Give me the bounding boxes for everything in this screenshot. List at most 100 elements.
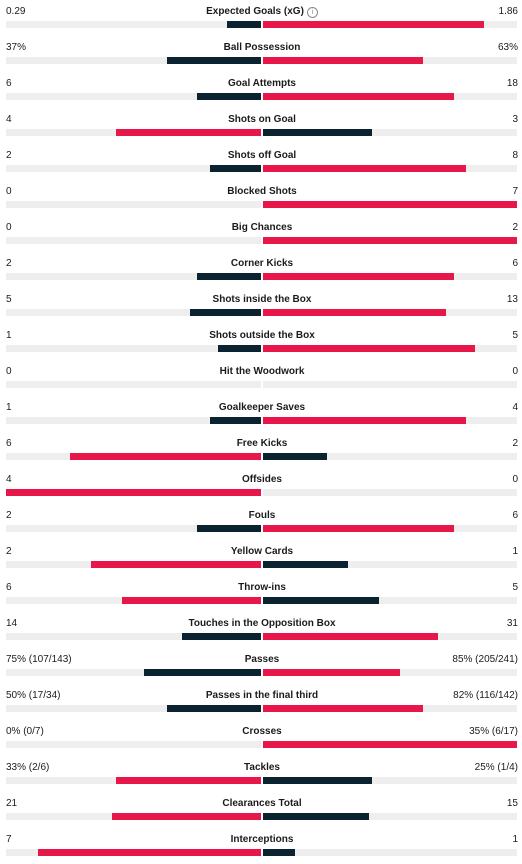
away-bar-fill xyxy=(263,561,348,568)
away-bar-fill xyxy=(263,237,517,244)
away-value: 1.86 xyxy=(498,6,518,17)
home-value: 0 xyxy=(6,366,12,377)
away-value: 6 xyxy=(512,258,518,269)
away-value: 25% (1/4) xyxy=(474,762,518,773)
stat-name-text: Shots on Goal xyxy=(228,114,296,125)
stat-name-text: Corner Kicks xyxy=(230,258,294,269)
stat-name-text: Goal Attempts xyxy=(228,78,296,89)
stat-labels: 0.29 Expected Goals (xG) i 1.86 xyxy=(6,5,518,19)
stat-bars xyxy=(6,669,517,676)
stat-row: 6 Goal Attempts 18 xyxy=(0,72,522,108)
stat-row: 2 Yellow Cards 1 xyxy=(0,540,522,576)
stat-name-text: Yellow Cards xyxy=(230,546,294,557)
home-value: 0.29 xyxy=(6,6,26,17)
stat-name: Shots on Goal xyxy=(6,113,518,127)
stat-name: Crosses xyxy=(6,725,518,739)
stat-labels: 21 Clearances Total 15 xyxy=(6,797,518,811)
away-bar-track xyxy=(263,525,517,532)
stat-name: Goal Attempts xyxy=(6,77,518,91)
home-value: 1 xyxy=(6,402,12,413)
home-value: 5 xyxy=(6,294,12,305)
stat-name: Big Chances xyxy=(6,221,518,235)
home-value: 33% (2/6) xyxy=(6,762,50,773)
away-bar-track xyxy=(263,129,517,136)
stat-name: Interceptions xyxy=(6,833,518,847)
home-bar-track xyxy=(6,381,261,388)
away-bar-track xyxy=(263,561,517,568)
away-bar-track xyxy=(263,165,517,172)
stat-name: Yellow Cards xyxy=(6,545,518,559)
info-icon[interactable]: i xyxy=(306,7,318,18)
home-value: 75% (107/143) xyxy=(6,654,72,665)
stat-labels: 2 Yellow Cards 1 xyxy=(6,545,518,559)
stat-name-text: Shots off Goal xyxy=(227,150,297,161)
stat-bars xyxy=(6,633,517,640)
stat-bars xyxy=(6,489,517,496)
away-bar-fill xyxy=(263,345,475,352)
away-value: 1 xyxy=(512,546,518,557)
home-value: 6 xyxy=(6,438,12,449)
away-bar-track xyxy=(263,777,517,784)
away-bar-track xyxy=(263,93,517,100)
away-bar-fill xyxy=(263,777,372,784)
away-bar-fill xyxy=(263,129,372,136)
home-bar-track xyxy=(6,813,261,820)
stat-row: 0.29 Expected Goals (xG) i 1.86 xyxy=(0,0,522,36)
stat-name: Expected Goals (xG) i xyxy=(6,5,518,19)
stat-row: 2 Corner Kicks 6 xyxy=(0,252,522,288)
away-bar-track xyxy=(263,345,517,352)
stat-name: Hit the Woodwork xyxy=(6,365,518,379)
home-bar-fill xyxy=(210,165,261,172)
home-bar-fill xyxy=(167,705,261,712)
stat-bars xyxy=(6,165,517,172)
away-bar-fill xyxy=(263,669,400,676)
stat-row: 21 Clearances Total 15 xyxy=(0,792,522,828)
stat-labels: 0 Blocked Shots 7 xyxy=(6,185,518,199)
home-bar-fill xyxy=(116,777,261,784)
home-value: 0 xyxy=(6,186,12,197)
stat-row: 0 Big Chances 2 xyxy=(0,216,522,252)
home-bar-track xyxy=(6,309,261,316)
home-bar-track xyxy=(6,165,261,172)
stat-name-text: Clearances Total xyxy=(222,798,302,809)
away-bar-fill xyxy=(263,705,423,712)
stat-name: Clearances Total xyxy=(6,797,518,811)
home-bar-fill xyxy=(197,273,261,280)
away-value: 3 xyxy=(512,114,518,125)
home-bar-track xyxy=(6,93,261,100)
stat-bars xyxy=(6,57,517,64)
home-bar-track xyxy=(6,489,261,496)
stat-name: Offsides xyxy=(6,473,518,487)
stat-name: Passes xyxy=(6,653,518,667)
away-value: 1 xyxy=(512,834,518,845)
stat-row: 1 Shots outside the Box 5 xyxy=(0,324,522,360)
away-bar-track xyxy=(263,273,517,280)
stat-bars xyxy=(6,705,517,712)
away-value: 2 xyxy=(512,222,518,233)
stat-labels: 6 Throw-ins 5 xyxy=(6,581,518,595)
home-value: 7 xyxy=(6,834,12,845)
stat-labels: 2 Fouls 6 xyxy=(6,509,518,523)
stat-labels: 0 Hit the Woodwork 0 xyxy=(6,365,518,379)
away-bar-fill xyxy=(263,813,369,820)
home-value: 2 xyxy=(6,150,12,161)
stat-name: Fouls xyxy=(6,509,518,523)
home-bar-track xyxy=(6,705,261,712)
stat-row: 6 Free Kicks 2 xyxy=(0,432,522,468)
stat-labels: 6 Free Kicks 2 xyxy=(6,437,518,451)
away-bar-track xyxy=(263,57,517,64)
stat-name-text: Ball Possession xyxy=(223,42,301,53)
stat-name: Goalkeeper Saves xyxy=(6,401,518,415)
away-value: 0 xyxy=(512,366,518,377)
away-bar-fill xyxy=(263,525,454,532)
home-bar-track xyxy=(6,525,261,532)
stat-bars xyxy=(6,777,517,784)
away-bar-fill xyxy=(263,741,517,748)
home-bar-track xyxy=(6,561,261,568)
stat-labels: 4 Offsides 0 xyxy=(6,473,518,487)
stat-bars xyxy=(6,381,517,388)
home-bar-track xyxy=(6,417,261,424)
stat-name-text: Interceptions xyxy=(230,834,294,845)
stat-row: 50% (17/34) Passes in the final third 82% … xyxy=(0,684,522,720)
stat-name-text: Goalkeeper Saves xyxy=(218,402,306,413)
